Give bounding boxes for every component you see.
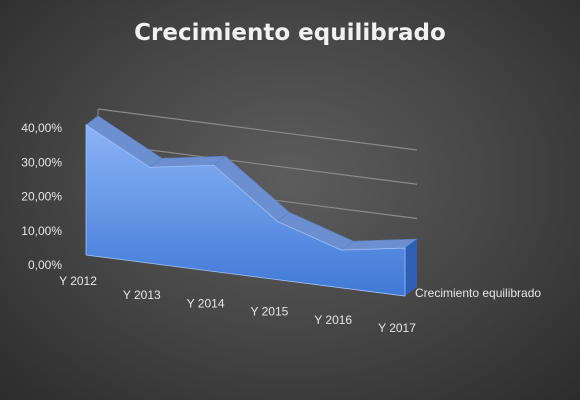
- y-tick-label: 40,00%: [21, 121, 62, 135]
- y-axis-ticks: 0,00% 10,00% 20,00% 30,00% 40,00%: [21, 121, 62, 272]
- gridline: [97, 142, 418, 185]
- series-depth-label: Crecimiento equilibrado: [415, 286, 541, 300]
- x-tick-label: Y 2017: [378, 321, 416, 335]
- y-tick-label: 0,00%: [28, 258, 62, 272]
- y-tick-label: 20,00%: [21, 190, 62, 204]
- x-tick-label: Y 2013: [123, 288, 161, 302]
- chart-title: Crecimiento equilibrado: [134, 20, 446, 46]
- x-tick-label: Y 2016: [314, 313, 352, 327]
- gridline: [97, 108, 418, 151]
- x-tick-label: Y 2015: [250, 305, 288, 319]
- x-tick-label: Y 2012: [59, 274, 97, 288]
- y-tick-label: 30,00%: [21, 155, 62, 169]
- y-tick-label: 10,00%: [21, 224, 62, 238]
- x-axis-ticks: Y 2012 Y 2013 Y 2014 Y 2015 Y 2016 Y 2017: [59, 274, 416, 335]
- x-tick-label: Y 2014: [187, 296, 225, 310]
- area-side-face: [405, 239, 417, 296]
- area-series: [85, 115, 418, 297]
- area-front-face: [85, 124, 406, 297]
